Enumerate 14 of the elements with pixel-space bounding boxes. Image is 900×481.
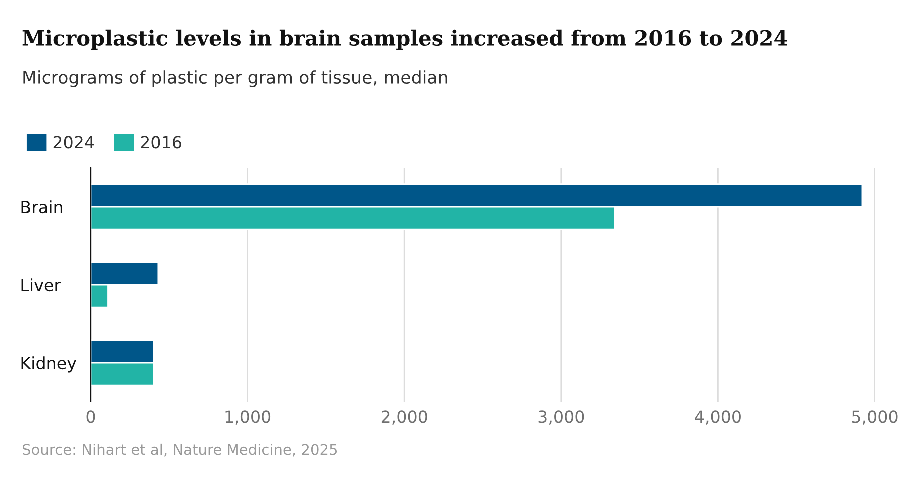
source-note: Source: Nihart et al, Nature Medicine, 2025 (22, 444, 338, 457)
y-tick-label: Kidney (22, 356, 76, 373)
y-tick-label: Liver (22, 278, 62, 292)
x-tick-label: 0 (86, 410, 96, 424)
chart-subtitle: Micrograms of plastic per gram of tissue, median (24, 70, 448, 88)
legend-label: 2024 (54, 136, 94, 149)
x-tick-label: 3,000 (538, 410, 584, 425)
x-tick-label: 1,000 (226, 410, 271, 425)
y-tick-label: Brain (22, 200, 62, 214)
legend-label: 2016 (141, 136, 182, 149)
chart-title: Microplastic levels in brain samples increased from 2016 to 2024 (22, 30, 788, 50)
x-tick-label: 4,000 (695, 410, 741, 425)
x-tick-label: 5,000 (852, 410, 898, 425)
x-tick-label: 2,000 (382, 410, 428, 425)
